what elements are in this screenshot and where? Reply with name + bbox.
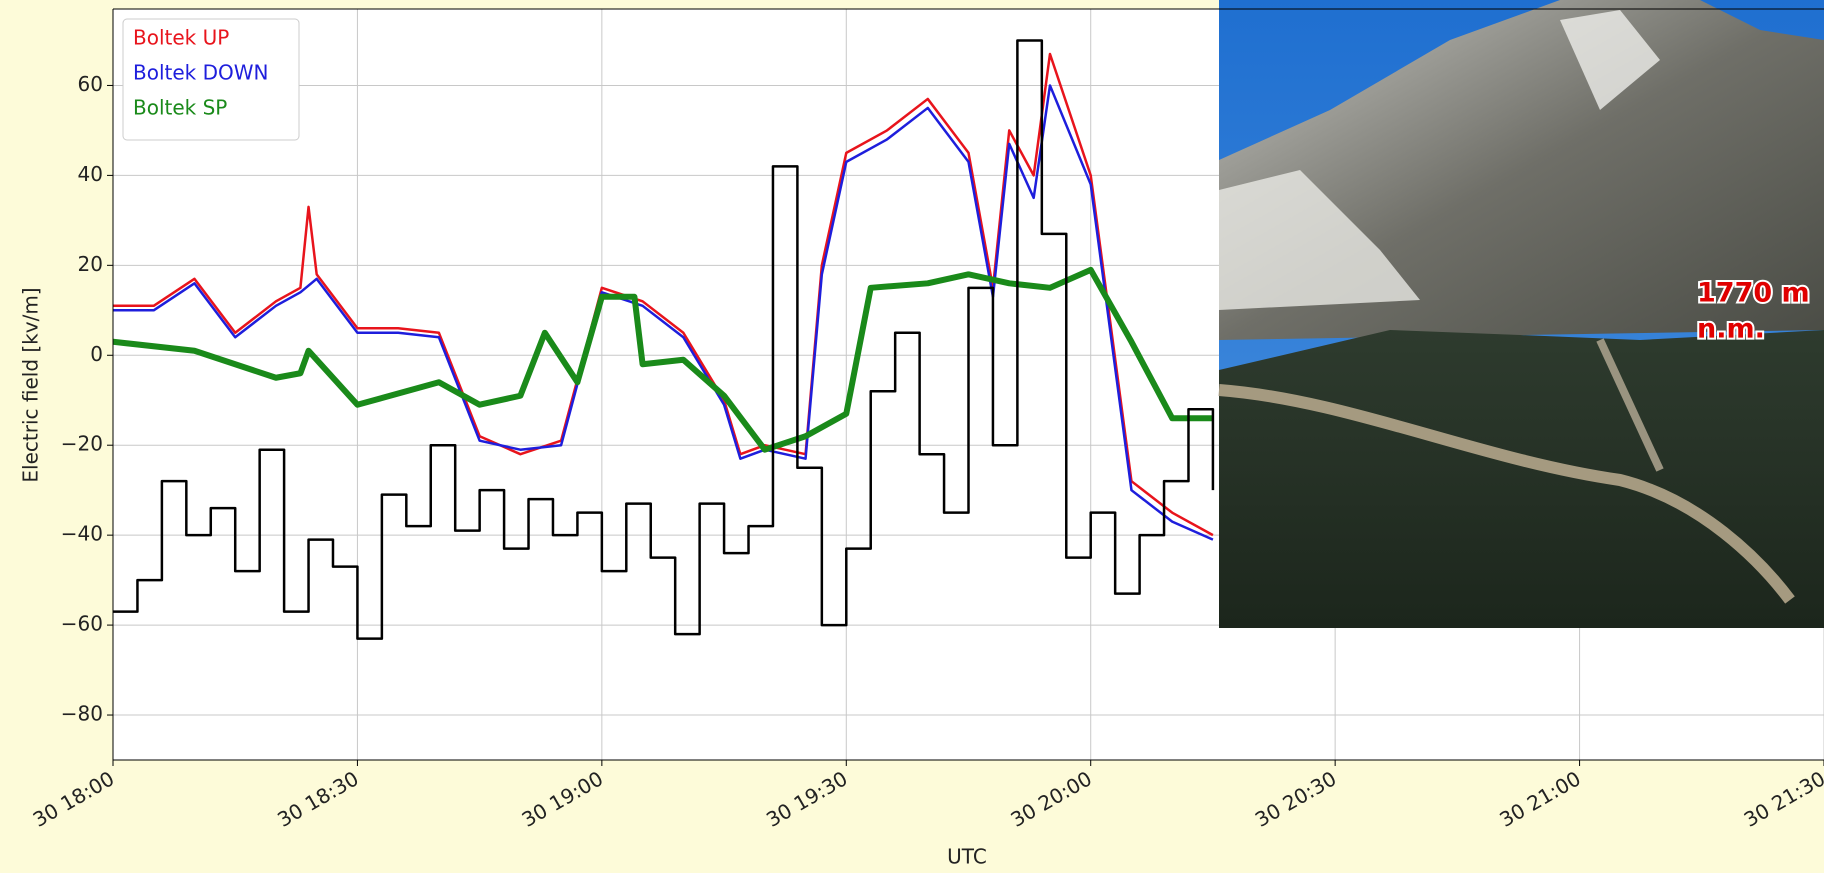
legend-label: Boltek UP <box>133 26 229 50</box>
legend-box <box>122 18 300 141</box>
snow <box>1219 170 1420 310</box>
y-tick-label: −60 <box>61 612 103 636</box>
x-tick-label: 30 20:00 <box>1006 766 1095 832</box>
y-tick-label: −40 <box>61 522 103 546</box>
forest <box>1219 330 1824 628</box>
lines <box>112 39 1215 640</box>
annotation-line: 1770 m <box>1697 278 1810 309</box>
x-axis-label: UTC <box>947 845 987 869</box>
y-tick-label: 60 <box>78 72 103 96</box>
y-tick-label: −80 <box>61 702 103 726</box>
y-tick-label: −20 <box>61 432 103 456</box>
x-tick-label: 30 18:30 <box>273 766 362 832</box>
legend: Boltek UP Boltek DOWN Boltek SP <box>122 18 300 141</box>
series-line <box>113 39 1215 640</box>
x-tick-label: 30 20:30 <box>1251 766 1340 832</box>
legend-label: Boltek DOWN <box>133 61 268 85</box>
annotation: 1770 m n.m. <box>1695 276 1812 347</box>
photo <box>1218 0 1824 628</box>
y-axis-label: Electric field [kv/m] <box>19 287 43 482</box>
ski-slope <box>1218 384 1795 604</box>
y-tick-label: 40 <box>78 162 103 186</box>
ski-slope <box>1596 338 1664 472</box>
series-line <box>112 266 1213 453</box>
series-line <box>113 52 1214 537</box>
y-tick-label: 0 <box>90 342 103 366</box>
x-tick-label: 30 18:00 <box>29 766 118 832</box>
legend-label: Boltek SP <box>133 96 227 120</box>
y-tick-label: 20 <box>78 252 103 276</box>
x-tick-label: 30 21:00 <box>1495 766 1584 832</box>
x-tick-label: 30 19:00 <box>518 766 607 832</box>
annotation-line: n.m. <box>1697 314 1765 345</box>
axes-frame <box>112 8 1824 761</box>
x-tick-label: 30 21:30 <box>1740 766 1824 832</box>
snow <box>1560 10 1660 110</box>
series-line <box>113 84 1214 541</box>
x-tick-label: 30 19:30 <box>762 766 851 832</box>
